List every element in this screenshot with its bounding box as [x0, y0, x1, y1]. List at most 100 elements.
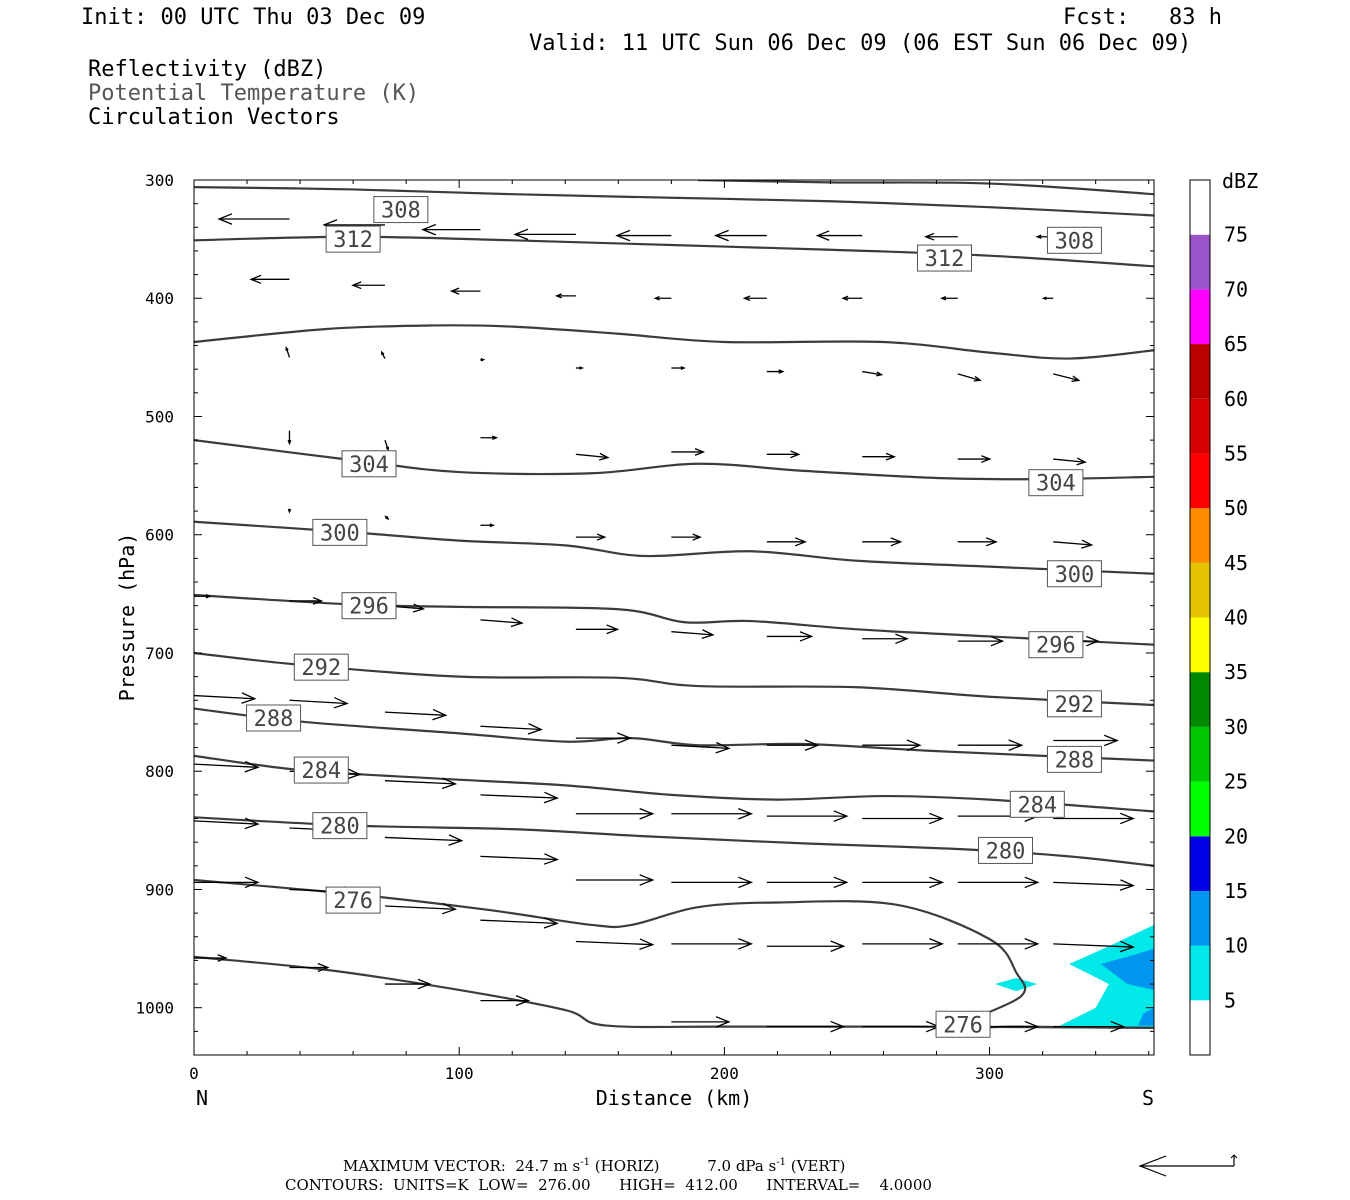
x-tick-label: 100	[445, 1064, 474, 1083]
max-vector-label: MAXIMUM VECTOR:	[343, 1157, 506, 1175]
circulation-vector	[862, 1020, 941, 1033]
circulation-vector	[249, 274, 290, 284]
init-time: Init: 00 UTC Thu 03 Dec 09	[81, 5, 426, 30]
reflectivity-patch-10-dbz	[1100, 948, 1154, 990]
circulation-vector	[384, 515, 390, 521]
circulation-vector	[575, 938, 655, 950]
svg-text:292: 292	[1055, 693, 1095, 718]
theta-contour-288	[194, 707, 1154, 762]
circulation-vector	[957, 537, 998, 547]
x-end-label-north: N	[196, 1086, 208, 1110]
circulation-vector	[384, 439, 389, 452]
circulation-vector	[671, 629, 715, 639]
colorbar-segment-5	[1190, 945, 1210, 1001]
reference-vector	[1138, 1154, 1238, 1177]
contour-label: 292	[293, 653, 349, 681]
circulation-vector	[957, 373, 982, 382]
svg-text:308: 308	[1055, 229, 1095, 254]
svg-text:312: 312	[333, 228, 373, 253]
plot-frame	[193, 179, 1155, 1056]
circulation-vector	[615, 229, 672, 242]
svg-text:284: 284	[1017, 793, 1057, 818]
contour-label: 296	[341, 592, 397, 620]
y-axis-label: Pressure (hPa)	[115, 533, 139, 702]
max-vector-line: MAXIMUM VECTOR: 24.7 m s-1 (HORIZ) 7.0 d…	[343, 1157, 845, 1175]
y-tick-label: 900	[145, 880, 174, 899]
field-potential-temperature: Potential Temperature (K)	[88, 81, 420, 106]
theta-contour-316	[697, 180, 1154, 196]
circulation-vector	[480, 523, 495, 528]
circulation-vector	[671, 448, 706, 456]
circulation-vector	[1053, 457, 1087, 466]
circulation-vector	[742, 295, 767, 302]
svg-text:276: 276	[943, 1013, 983, 1038]
colorbar-label-55: 55	[1224, 441, 1248, 465]
circulation-vector	[957, 739, 1024, 751]
colorbar-label-50: 50	[1224, 496, 1248, 520]
y-tick-label: 600	[145, 526, 174, 545]
circulation-vector	[924, 232, 958, 241]
colorbar-label-65: 65	[1224, 332, 1248, 356]
svg-text:304: 304	[349, 453, 389, 478]
colorbar-label-5: 5	[1224, 988, 1236, 1012]
y-tick-label: 500	[145, 407, 174, 426]
circulation-vector	[1053, 539, 1094, 549]
circulation-vector	[940, 295, 958, 301]
circulation-vector	[766, 1020, 846, 1033]
circulation-vector	[513, 228, 576, 241]
circulation-vector	[194, 593, 212, 599]
contour-label: 284	[293, 756, 349, 784]
reflectivity-patch-5-dbz	[994, 978, 1038, 992]
circulation-vector	[1053, 940, 1135, 953]
contour-label: 312	[916, 244, 972, 272]
circulation-vector	[862, 633, 909, 645]
reflectivity-patch-5-dbz	[1055, 924, 1154, 1028]
theta-contour-300	[194, 520, 1154, 575]
contour-label: 308	[373, 196, 429, 224]
circulation-vector	[194, 817, 260, 830]
circulation-vector	[575, 807, 655, 820]
svg-text:280: 280	[320, 815, 360, 840]
svg-text:296: 296	[1036, 634, 1076, 659]
y-tick-label: 400	[145, 289, 174, 308]
theta-contour-276	[194, 955, 1154, 1029]
circulation-vector	[957, 635, 1005, 647]
svg-text:276: 276	[333, 889, 373, 914]
circulation-vector	[480, 853, 559, 865]
circulation-vector	[575, 732, 633, 744]
colorbar-title: dBZ	[1222, 169, 1258, 193]
contour-label: 300	[1046, 560, 1102, 588]
circulation-vector	[1053, 734, 1119, 747]
contour-label: 296	[1028, 631, 1084, 659]
contour-label: 304	[1028, 469, 1084, 497]
circulation-vector	[480, 723, 543, 735]
x-axis-label: Distance (km)	[596, 1086, 753, 1110]
circulation-vector	[862, 452, 897, 461]
vert-units-superscript: -1	[776, 1157, 787, 1168]
colorbar-segment-30	[1190, 672, 1210, 727]
colorbar-segment-70	[1190, 234, 1210, 290]
circulation-vector	[671, 938, 754, 950]
circulation-vector	[862, 370, 884, 377]
colorbar-segment-20	[1190, 781, 1210, 837]
contour-label: 288	[1046, 745, 1102, 773]
colorbar-label-70: 70	[1224, 277, 1248, 301]
circulation-vector	[766, 810, 849, 822]
circulation-vector	[287, 430, 292, 446]
colorbar-segment-65	[1190, 289, 1210, 345]
circulation-vector	[384, 834, 464, 846]
circulation-vector	[766, 631, 814, 642]
circulation-vector	[766, 450, 801, 459]
colorbar-segment-75	[1190, 180, 1210, 235]
colorbar-segment-25	[1190, 726, 1210, 782]
max-vector-horiz: 24.7 m s	[515, 1157, 581, 1175]
colorbar-label-45: 45	[1224, 551, 1248, 575]
circulation-vector	[671, 876, 754, 889]
colorbar-label-20: 20	[1224, 824, 1248, 848]
colorbar-label-30: 30	[1224, 715, 1248, 739]
colorbar-label-60: 60	[1224, 387, 1248, 411]
circulation-vector	[671, 533, 702, 541]
svg-text:296: 296	[349, 595, 389, 620]
circulation-vector	[862, 812, 945, 825]
colorbar-segment-45	[1190, 508, 1210, 563]
